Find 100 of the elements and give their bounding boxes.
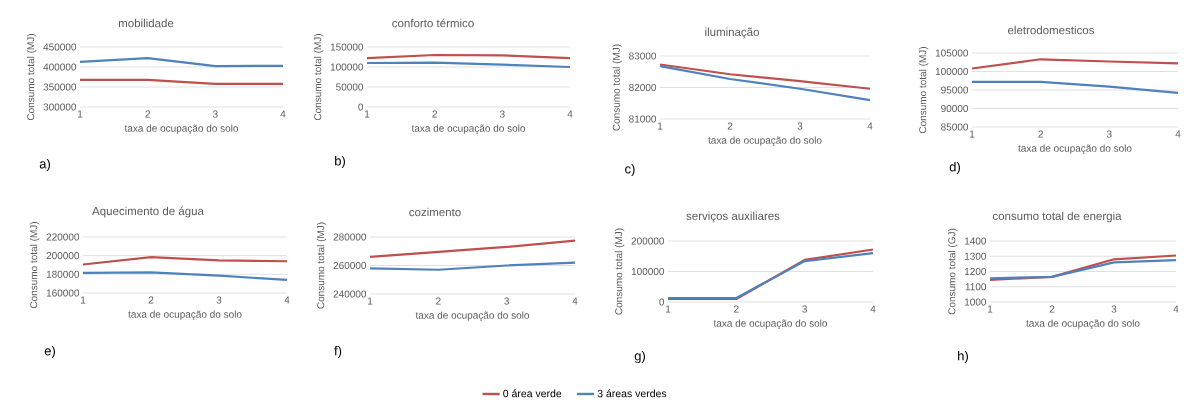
x-tick-label: 1 [81, 296, 86, 304]
y-tick-label: 0 [358, 103, 364, 111]
chart-title: iluminação [705, 27, 759, 39]
chart-title: consumo total de energia [992, 211, 1122, 223]
x-tick-label: 2 [145, 110, 150, 118]
chart-title: mobilidade [118, 18, 174, 28]
x-tick-label: 2 [432, 110, 437, 118]
y-tick-label: 0 [659, 298, 665, 306]
y-tick-label: 450000 [43, 43, 77, 51]
y-tick-label: 150000 [330, 43, 364, 51]
y-tick-label: 100000 [330, 63, 364, 71]
x-tick-label: 3 [1111, 305, 1117, 313]
chart-title: serviços auxiliares [686, 211, 780, 223]
line-series [78, 57, 285, 68]
chart-title: Aquecimento de água [92, 206, 204, 218]
y-axis-title: Consumo total (MJ) [29, 222, 40, 309]
x-axis-title: taxa de ocupação do solo [411, 124, 526, 134]
x-tick-label: 2 [734, 305, 739, 313]
x-tick-label: 3 [802, 305, 808, 313]
y-tick-label: 85000 [941, 123, 969, 131]
text: h) [958, 350, 968, 364]
line-series [368, 261, 577, 271]
x-tick-label: 3 [1106, 130, 1112, 138]
x-tick-label: 2 [436, 297, 441, 305]
y-tick-label: 83000 [629, 52, 657, 60]
y-tick-label: 82000 [629, 83, 657, 92]
y-axis-title: Consumo total (MJ) [26, 34, 37, 121]
y-tick-label: 200000 [631, 237, 665, 245]
x-tick-label: 1 [78, 110, 83, 118]
x-tick-label: 4 [1175, 130, 1181, 138]
y-tick-label: 1000 [964, 298, 987, 306]
legend-label: 3 áreas verdes [597, 389, 667, 398]
x-tick-label: 1 [368, 297, 373, 305]
legend-label: 0 área verde [503, 389, 562, 398]
y-axis-title: Consumo total (MJ) [614, 228, 625, 315]
x-tick-label: 4 [867, 122, 873, 130]
x-tick-label: 4 [284, 296, 290, 304]
x-tick-label: 1 [987, 305, 993, 313]
y-tick-label: 1200 [964, 267, 987, 276]
x-axis-title: taxa de ocupação do solo [1026, 319, 1140, 329]
text: d) [949, 161, 960, 175]
text: b) [335, 155, 345, 169]
x-axis-title: taxa de ocupação do solo [708, 136, 822, 146]
y-tick-label: 81000 [629, 115, 657, 123]
text: f) [334, 345, 342, 359]
y-tick-label: 100000 [935, 67, 969, 76]
line-series [970, 58, 1180, 70]
y-tick-label: 100000 [631, 267, 665, 276]
y-axis-title: Consumo total (MJ) [316, 222, 327, 309]
y-tick-label: 180000 [46, 270, 80, 278]
y-tick-label: 1300 [964, 252, 987, 260]
y-tick-label: 50000 [336, 83, 364, 91]
x-tick-label: 2 [1038, 130, 1043, 138]
text: e) [44, 345, 55, 359]
y-tick-label: 200000 [46, 252, 80, 260]
text: c) [625, 163, 635, 177]
y-tick-label: 220000 [46, 233, 80, 241]
x-tick-label: 1 [969, 130, 975, 138]
line-series [81, 271, 289, 282]
x-tick-label: 4 [870, 305, 876, 313]
y-tick-label: 350000 [43, 83, 77, 91]
line-series [81, 255, 289, 266]
chart-title: cozimento [409, 207, 461, 217]
x-axis-title: taxa de ocupação do solo [713, 319, 828, 329]
x-tick-label: 4 [280, 110, 286, 118]
text: g) [634, 350, 645, 364]
x-tick-label: 4 [567, 110, 573, 118]
chart-title: eletrodomesticos [1008, 25, 1095, 35]
x-tick-label: 1 [665, 305, 671, 313]
y-axis-title: Consumo total (MJ) [313, 34, 324, 121]
y-axis-title: Consumo total (GJ) [948, 228, 958, 315]
x-tick-label: 2 [1049, 305, 1055, 313]
y-tick-label: 1100 [965, 283, 987, 291]
x-tick-label: 3 [797, 122, 803, 130]
text: a) [39, 158, 50, 172]
x-axis-title: taxa de ocupação do solo [128, 310, 242, 320]
line-series [658, 63, 872, 90]
x-tick-label: 3 [212, 110, 218, 118]
y-tick-label: 300000 [43, 103, 77, 111]
line-series [658, 64, 872, 102]
y-axis-title: Consumo total (MJ) [918, 47, 929, 134]
x-tick-label: 2 [148, 296, 154, 304]
x-axis-title: taxa de ocupação do solo [415, 311, 530, 321]
y-tick-label: 95000 [941, 86, 969, 94]
x-tick-label: 3 [504, 297, 510, 305]
x-tick-label: 3 [499, 110, 505, 118]
y-tick-label: 105000 [935, 49, 969, 57]
x-tick-label: 1 [657, 122, 663, 130]
x-tick-label: 4 [572, 297, 578, 305]
y-tick-label: 1400 [964, 237, 987, 245]
y-tick-label: 90000 [941, 104, 969, 113]
x-tick-label: 2 [727, 122, 733, 130]
chart-title: conforto térmico [392, 18, 474, 28]
y-tick-label: 240000 [333, 290, 367, 298]
x-axis-title: taxa de ocupação do solo [1018, 144, 1132, 154]
x-axis-title: taxa de ocupação do solo [124, 124, 239, 134]
y-axis-title: Consumo total (MJ) [612, 44, 622, 131]
x-tick-label: 4 [1173, 305, 1179, 313]
y-tick-label: 400000 [43, 63, 77, 71]
x-tick-label: 1 [365, 110, 370, 118]
